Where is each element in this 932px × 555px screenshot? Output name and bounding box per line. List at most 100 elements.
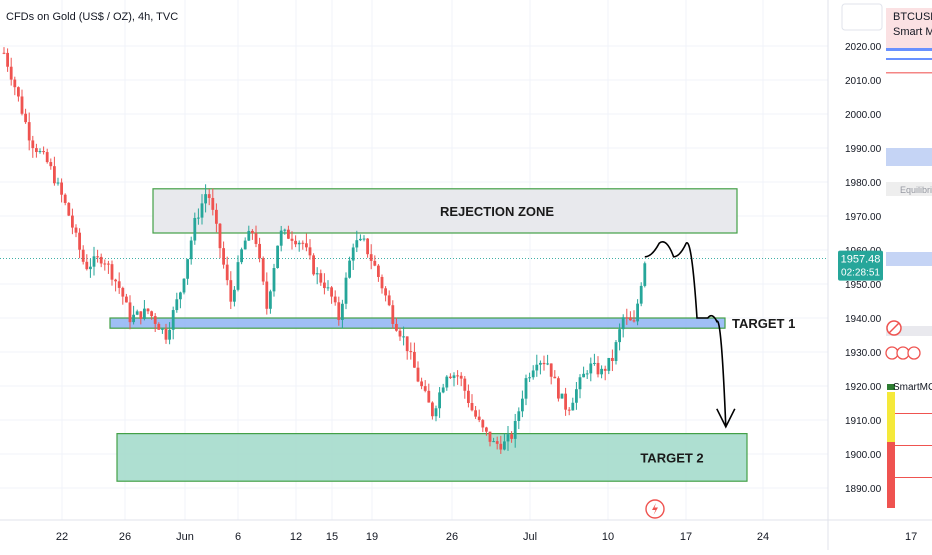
candle-92	[333, 290, 337, 306]
target1-zone[interactable]	[109, 317, 726, 329]
candle-37	[135, 309, 139, 316]
yellow-bar	[887, 392, 895, 442]
smartmc-label: SmartMC	[893, 382, 932, 393]
right-date-label: 17	[905, 531, 917, 543]
candle-165	[596, 356, 600, 378]
candle-167	[603, 365, 607, 381]
candle-38	[139, 311, 143, 325]
symbol-label[interactable]: BTCUSDT,	[893, 11, 932, 23]
candle-80	[290, 231, 294, 250]
candle-163	[589, 357, 593, 382]
target2-zone[interactable]	[116, 433, 748, 482]
candle-69	[251, 229, 254, 240]
candle-62	[225, 256, 229, 286]
candle-122	[441, 383, 445, 394]
candle-101	[366, 238, 369, 258]
last-price-value: 1957.48	[841, 254, 881, 266]
chart-title[interactable]: CFDs on Gold (US$ / OZ), 4h, TVC	[6, 11, 178, 23]
time-tick-4: 12	[290, 531, 302, 543]
candle-151	[546, 354, 549, 366]
candle-108	[391, 300, 395, 329]
candle-117	[423, 380, 427, 393]
alert-icons[interactable]	[885, 320, 921, 360]
candle-168	[607, 357, 611, 375]
candle-173	[625, 308, 629, 325]
price-tick-6: 1950.00	[845, 280, 882, 291]
candle-4	[17, 86, 20, 102]
candle-176	[636, 299, 639, 326]
indicator-label: Smart Mo	[893, 26, 932, 38]
candle-107	[387, 290, 391, 307]
candle-73	[265, 272, 269, 315]
candle-139	[503, 433, 506, 451]
time-tick-3: 6	[235, 531, 241, 543]
projection-arrowhead	[716, 408, 736, 429]
candle-26	[96, 249, 99, 263]
candle-96	[348, 256, 351, 279]
candle-150	[542, 355, 546, 371]
candle-48	[175, 292, 179, 313]
candle-126	[456, 370, 459, 385]
candle-72	[261, 256, 265, 286]
equilibrium-label: Equilibriu	[900, 185, 932, 195]
time-axis[interactable]: 22 26 Jun 6 12 15 19 26 Jul 10 17 24	[0, 519, 932, 543]
candle-115	[416, 361, 420, 383]
time-tick-8: Jul	[523, 531, 537, 543]
scale-settings-box[interactable]	[841, 3, 883, 31]
candle-6	[24, 108, 27, 124]
candle-0	[2, 47, 6, 55]
candle-50	[182, 278, 186, 295]
candle-164	[593, 353, 596, 366]
candle-23	[85, 254, 89, 271]
candle-43	[157, 322, 161, 330]
candle-11	[42, 146, 45, 155]
candle-47	[171, 306, 175, 340]
candle-140	[506, 426, 510, 451]
candle-20	[74, 224, 78, 238]
candle-103	[373, 255, 377, 267]
candle-124	[449, 373, 452, 380]
candle-58	[211, 188, 215, 216]
candle-41	[150, 310, 153, 320]
candle-143	[517, 407, 521, 430]
projection-path[interactable]	[644, 241, 727, 427]
candle-91	[330, 286, 333, 304]
candle-142	[513, 413, 517, 448]
candle-148	[535, 354, 539, 377]
candle-55	[200, 194, 204, 225]
candle-53	[193, 212, 197, 245]
candle-114	[413, 342, 416, 368]
candle-170	[614, 339, 618, 365]
time-tick-6: 19	[366, 531, 378, 543]
target2-label: TARGET 2	[640, 450, 703, 465]
target1-label: TARGET 1	[732, 316, 795, 331]
candle-64	[233, 286, 236, 307]
candle-162	[585, 370, 589, 379]
candle-158	[571, 397, 575, 411]
candle-94	[341, 299, 344, 329]
candle-65	[236, 255, 240, 292]
candle-33	[121, 286, 125, 305]
candle-29	[107, 260, 110, 274]
right-mini-panel: BTCUSDT, Smart Mo Equilibriu SmartMC 17	[886, 0, 932, 550]
event-icon[interactable]	[645, 499, 665, 519]
last-price-badge: 1957.48 02:28:51	[838, 250, 883, 281]
top-red-band	[886, 8, 932, 48]
candle-85	[308, 239, 312, 260]
candle-97	[351, 243, 355, 270]
time-tick-7: 26	[446, 531, 458, 543]
candle-120	[434, 405, 438, 422]
candle-60	[218, 223, 222, 259]
rejection-zone[interactable]	[152, 188, 738, 234]
candle-160	[578, 374, 582, 399]
candle-59	[215, 203, 218, 233]
flag-icon-3	[907, 346, 921, 360]
price-tick-10: 1990.00	[845, 144, 882, 155]
candle-54	[197, 208, 200, 225]
candle-9	[35, 143, 38, 158]
candle-24	[89, 258, 92, 278]
price-tick-0: 1890.00	[845, 484, 882, 495]
candle-157	[567, 407, 571, 416]
